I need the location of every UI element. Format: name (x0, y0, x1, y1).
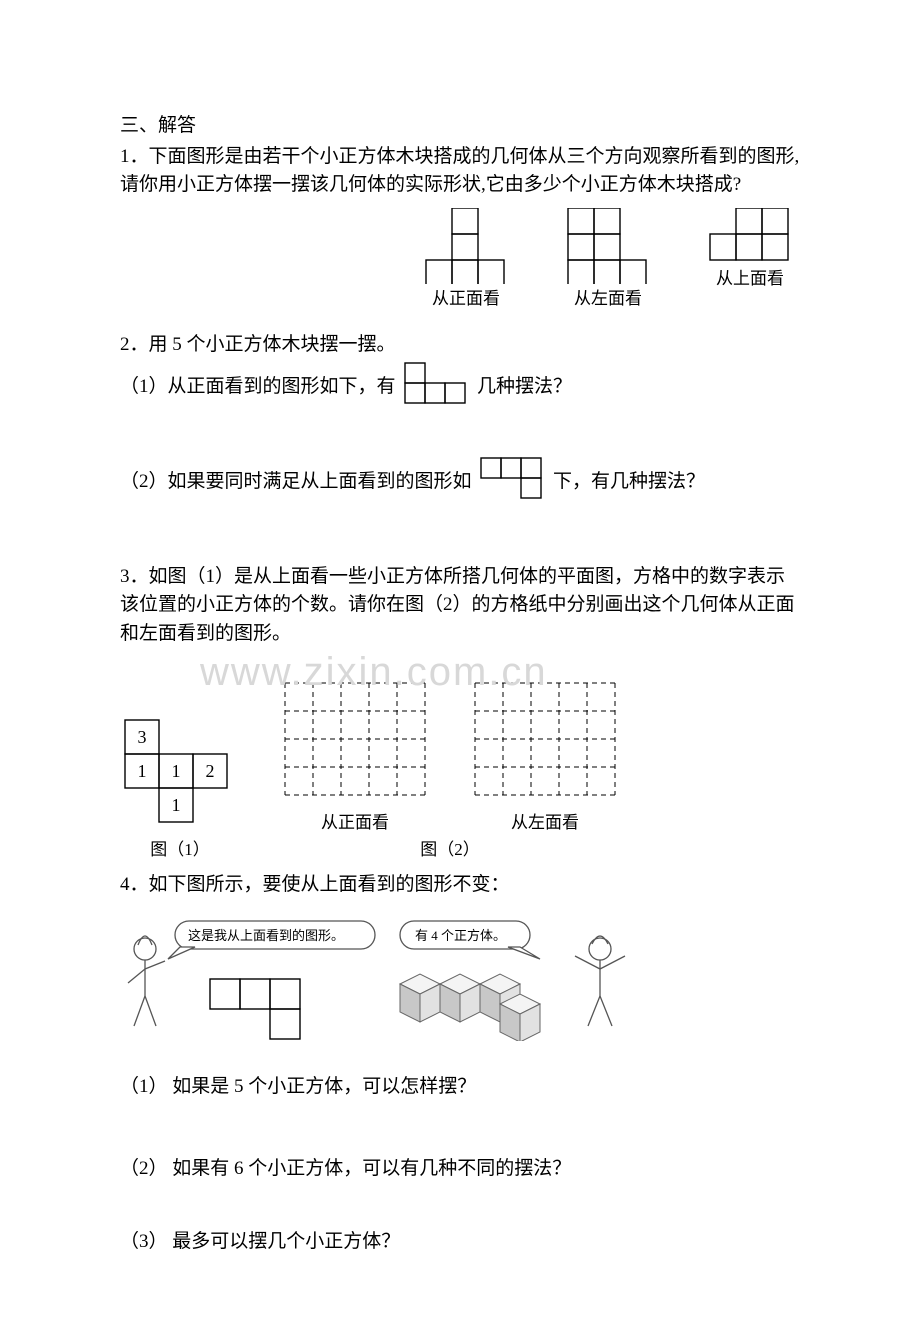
q4-bubble-right: 有 4 个正方体。 (400, 921, 540, 959)
q3-left-caption: 从左面看 (470, 810, 620, 836)
q3-fig1-block: 3 1 1 2 1 图（1） (120, 715, 240, 863)
q4-bubble-left-text: 这是我从上面看到的图形。 (188, 928, 344, 943)
q1-view-left: 从左面看 (558, 208, 658, 312)
q2-p1-a: （1）从正面看到的图形如下，有 (120, 376, 396, 397)
q4-figure: 这是我从上面看到的图形。 有 4 个正方体。 (120, 911, 680, 1041)
q4-iso-cubes (400, 974, 540, 1041)
q4-p1: （1） 如果是 5 个小正方体，可以怎样摆？ (120, 1073, 800, 1102)
q3-cell-00: 3 (138, 727, 147, 747)
q4-p2: （2） 如果有 6 个小正方体，可以有几种不同的摆法？ (120, 1155, 800, 1184)
q2-p2: （2）如果要同时满足从上面看到的图形如 下，有几种摆法？ (120, 457, 800, 509)
q2-p1-fig (404, 362, 468, 414)
q3-fig1-label: 图（1） (150, 837, 210, 863)
q1-views-row: 从正面看 从左面看 从上面看 (120, 208, 800, 312)
q2-intro: 2．用 5 个小正方体木块摆一摆。 (120, 331, 800, 360)
q3-cell-21: 1 (172, 795, 181, 815)
q4-intro: 4．如下图所示，要使从上面看到的图形不变： (120, 871, 800, 900)
q1-view-front: 从正面看 (416, 208, 516, 312)
q2-p2-fig (480, 457, 544, 509)
q1-text: 1．下面图形是由若干个小正方体木块搭成的几何体从三个方向观察所看到的图形,请你用… (120, 143, 800, 200)
q3-cell-12: 2 (206, 761, 215, 781)
q4-bubble-right-text: 有 4 个正方体。 (415, 928, 506, 943)
q3-front-caption: 从正面看 (280, 810, 430, 836)
q4-person-right (575, 936, 625, 1026)
watermark: www.zixin.com.cn (200, 642, 800, 702)
q1-top-caption: 从上面看 (716, 266, 784, 292)
q3-fig2-label: 图（2） (420, 837, 480, 863)
q3-figs: 3 1 1 2 1 图（1） (120, 678, 800, 863)
q3-cell-10: 1 (138, 761, 147, 781)
q1-left-caption: 从左面看 (574, 286, 642, 312)
q3-cell-11: 1 (172, 761, 181, 781)
q2-p2-a: （2）如果要同时满足从上面看到的图形如 (120, 471, 472, 492)
q3-text: 3．如图（1）是从上面看一些小正方体所搭几何体的平面图，方格中的数字表示该位置的… (120, 563, 800, 649)
q4-p3: （3） 最多可以摆几个小正方体？ (120, 1228, 800, 1257)
q1-view-top: 从上面看 (700, 208, 800, 312)
q3-map-svg: 3 1 1 2 1 (120, 715, 240, 835)
q2-p2-b: 下，有几种摆法？ (553, 471, 705, 492)
q2-p1-b: 几种摆法？ (477, 376, 572, 397)
q2-p1: （1）从正面看到的图形如下，有 几种摆法？ (120, 362, 800, 414)
q4-person-left (128, 936, 165, 1026)
section-title: 三、解答 (120, 112, 800, 141)
q4-topview (210, 979, 300, 1039)
q1-front-caption: 从正面看 (432, 286, 500, 312)
q4-bubble-left: 这是我从上面看到的图形。 (168, 921, 375, 959)
q3-fig2-block: 从正面看 (280, 678, 620, 863)
